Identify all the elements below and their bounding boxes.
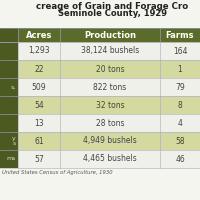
- Bar: [18, 42, 200, 60]
- Text: United States Census of Agriculture, 1930: United States Census of Agriculture, 193…: [2, 170, 113, 175]
- Text: 509: 509: [32, 82, 46, 92]
- Bar: [18, 114, 200, 132]
- Text: 20 tons: 20 tons: [96, 64, 124, 73]
- Text: 54: 54: [34, 100, 44, 110]
- Text: 4,949 bushels: 4,949 bushels: [83, 136, 137, 146]
- Text: 61: 61: [34, 136, 44, 146]
- Text: Acres: Acres: [26, 30, 52, 40]
- Text: 57: 57: [34, 154, 44, 164]
- Text: 4: 4: [178, 118, 182, 128]
- Text: 1,293: 1,293: [28, 46, 50, 55]
- Text: Seminole County, 1929: Seminole County, 1929: [58, 9, 166, 18]
- Text: 822 tons: 822 tons: [93, 82, 127, 92]
- Bar: [18, 132, 200, 150]
- Bar: [18, 96, 200, 114]
- Bar: [18, 150, 200, 168]
- Text: 1: 1: [178, 64, 182, 73]
- Text: 46: 46: [175, 154, 185, 164]
- Text: 32 tons: 32 tons: [96, 100, 124, 110]
- Text: 79: 79: [175, 82, 185, 92]
- Bar: [18, 60, 200, 78]
- Bar: [18, 78, 200, 96]
- Text: y
s: y s: [12, 136, 16, 146]
- Text: 13: 13: [34, 118, 44, 128]
- Text: ms: ms: [7, 156, 16, 162]
- Text: 164: 164: [173, 46, 187, 55]
- Text: 4,465 bushels: 4,465 bushels: [83, 154, 137, 164]
- Text: 22: 22: [34, 64, 44, 73]
- Bar: [18, 28, 200, 42]
- Text: 58: 58: [175, 136, 185, 146]
- Text: Farms: Farms: [166, 30, 194, 40]
- Text: 28 tons: 28 tons: [96, 118, 124, 128]
- Text: 38,124 bushels: 38,124 bushels: [81, 46, 139, 55]
- Text: s,: s,: [11, 84, 16, 90]
- Text: Production: Production: [84, 30, 136, 40]
- Bar: [0, 28, 18, 168]
- Text: creage of Grain and Forage Cro: creage of Grain and Forage Cro: [36, 2, 188, 11]
- Text: 8: 8: [178, 100, 182, 110]
